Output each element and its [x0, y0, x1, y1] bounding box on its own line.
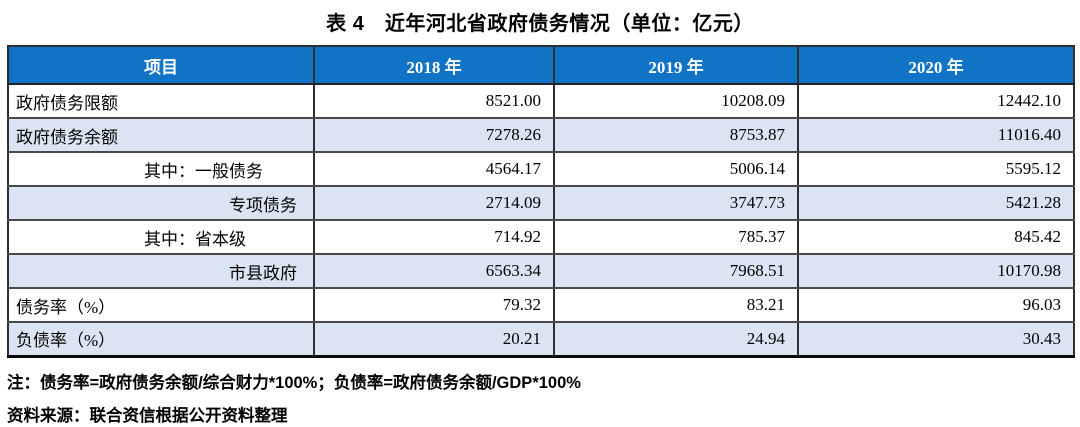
row-label: 其中：一般债务	[8, 152, 315, 187]
header-year-2020: 2020 年	[798, 46, 1074, 85]
cell-value: 8521.00	[314, 84, 555, 119]
cell-value: 20.21	[314, 322, 555, 357]
cell-value: 3747.73	[554, 186, 799, 221]
table-note: 注：债务率=政府债务余额/综合财力*100%；负债率=政府债务余额/GDP*10…	[7, 373, 581, 392]
table-row: 其中：一般债务 4564.17 5006.14 5595.12	[8, 152, 1074, 187]
cell-value: 83.21	[554, 288, 799, 323]
table-row: 政府债务余额 7278.26 8753.87 11016.40	[8, 118, 1074, 153]
row-label: 市县政府	[8, 254, 315, 289]
cell-value: 30.43	[798, 322, 1074, 357]
cell-value: 7968.51	[554, 254, 799, 289]
header-row: 项目 2018 年 2019 年 2020 年	[8, 46, 1074, 85]
row-label: 专项债务	[8, 186, 315, 221]
cell-value: 8753.87	[554, 118, 799, 153]
cell-value: 785.37	[554, 220, 799, 255]
row-label: 债务率（%）	[8, 288, 315, 323]
header-year-2018: 2018 年	[314, 46, 555, 85]
cell-value: 12442.10	[798, 84, 1074, 119]
government-debt-table: 项目 2018 年 2019 年 2020 年 政府债务限额 8521.00 102…	[7, 45, 1075, 358]
row-label: 政府债务限额	[8, 84, 315, 119]
table-row: 专项债务 2714.09 3747.73 5421.28	[8, 186, 1074, 221]
cell-value: 5006.14	[554, 152, 799, 187]
cell-value: 4564.17	[314, 152, 555, 187]
cell-value: 10208.09	[554, 84, 799, 119]
table-header: 项目 2018 年 2019 年 2020 年	[8, 46, 1074, 85]
cell-value: 11016.40	[798, 118, 1074, 153]
cell-value: 24.94	[554, 322, 799, 357]
data-source: 资料来源：联合资信根据公开资料整理	[7, 406, 288, 425]
cell-value: 7278.26	[314, 118, 555, 153]
cell-value: 2714.09	[314, 186, 555, 221]
table-body: 政府债务限额 8521.00 10208.09 12442.10 政府债务余额 7278.…	[8, 84, 1074, 357]
header-item-column: 项目	[8, 46, 315, 85]
row-label: 政府债务余额	[8, 118, 315, 153]
cell-value: 845.42	[798, 220, 1074, 255]
table-row: 其中：省本级 714.92 785.37 845.42	[8, 220, 1074, 255]
cell-value: 96.03	[798, 288, 1074, 323]
table-title: 表 4 近年河北省政府债务情况（单位：亿元）	[326, 13, 754, 35]
cell-value: 79.32	[314, 288, 555, 323]
cell-value: 10170.98	[798, 254, 1074, 289]
cell-value: 714.92	[314, 220, 555, 255]
table-row: 政府债务限额 8521.00 10208.09 12442.10	[8, 84, 1074, 119]
cell-value: 5595.12	[798, 152, 1074, 187]
table-row: 负债率（%） 20.21 24.94 30.43	[8, 322, 1074, 357]
table-row: 市县政府 6563.34 7968.51 10170.98	[8, 254, 1074, 289]
cell-value: 6563.34	[314, 254, 555, 289]
cell-value: 5421.28	[798, 186, 1074, 221]
row-label: 其中：省本级	[8, 220, 315, 255]
header-year-2019: 2019 年	[554, 46, 799, 85]
table-row: 债务率（%） 79.32 83.21 96.03	[8, 288, 1074, 323]
row-label: 负债率（%）	[8, 322, 315, 357]
